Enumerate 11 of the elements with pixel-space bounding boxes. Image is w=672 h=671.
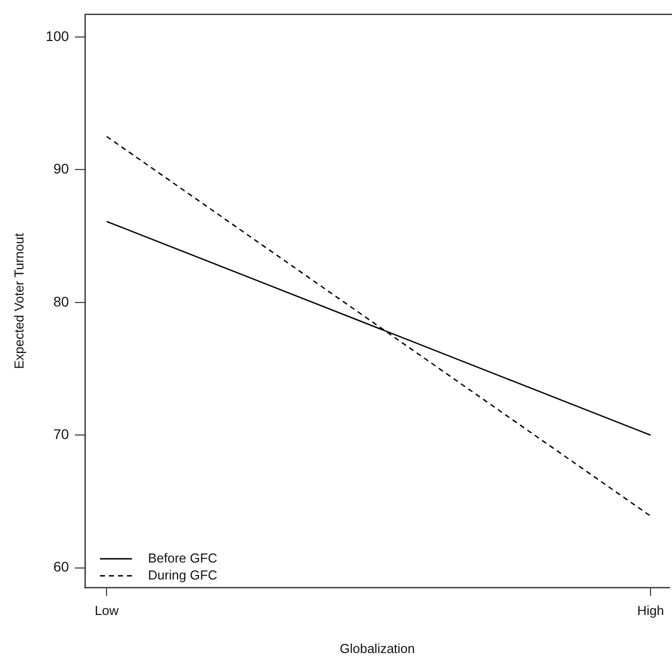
y-tick-label: 80 <box>53 293 70 310</box>
legend-label: During GFC <box>148 567 218 582</box>
y-tick-label: 100 <box>46 28 70 44</box>
legend-label: Before GFC <box>148 550 218 566</box>
y-axis-title: Expected Voter Turnout <box>11 232 26 370</box>
x-tick-label: High <box>637 603 664 618</box>
y-tick-label: 60 <box>53 558 70 575</box>
y-tick-label: 90 <box>53 160 70 177</box>
x-tick-label: Low <box>94 603 120 618</box>
y-tick-label: 70 <box>53 426 70 442</box>
x-axis-title: Globalization <box>340 640 415 656</box>
